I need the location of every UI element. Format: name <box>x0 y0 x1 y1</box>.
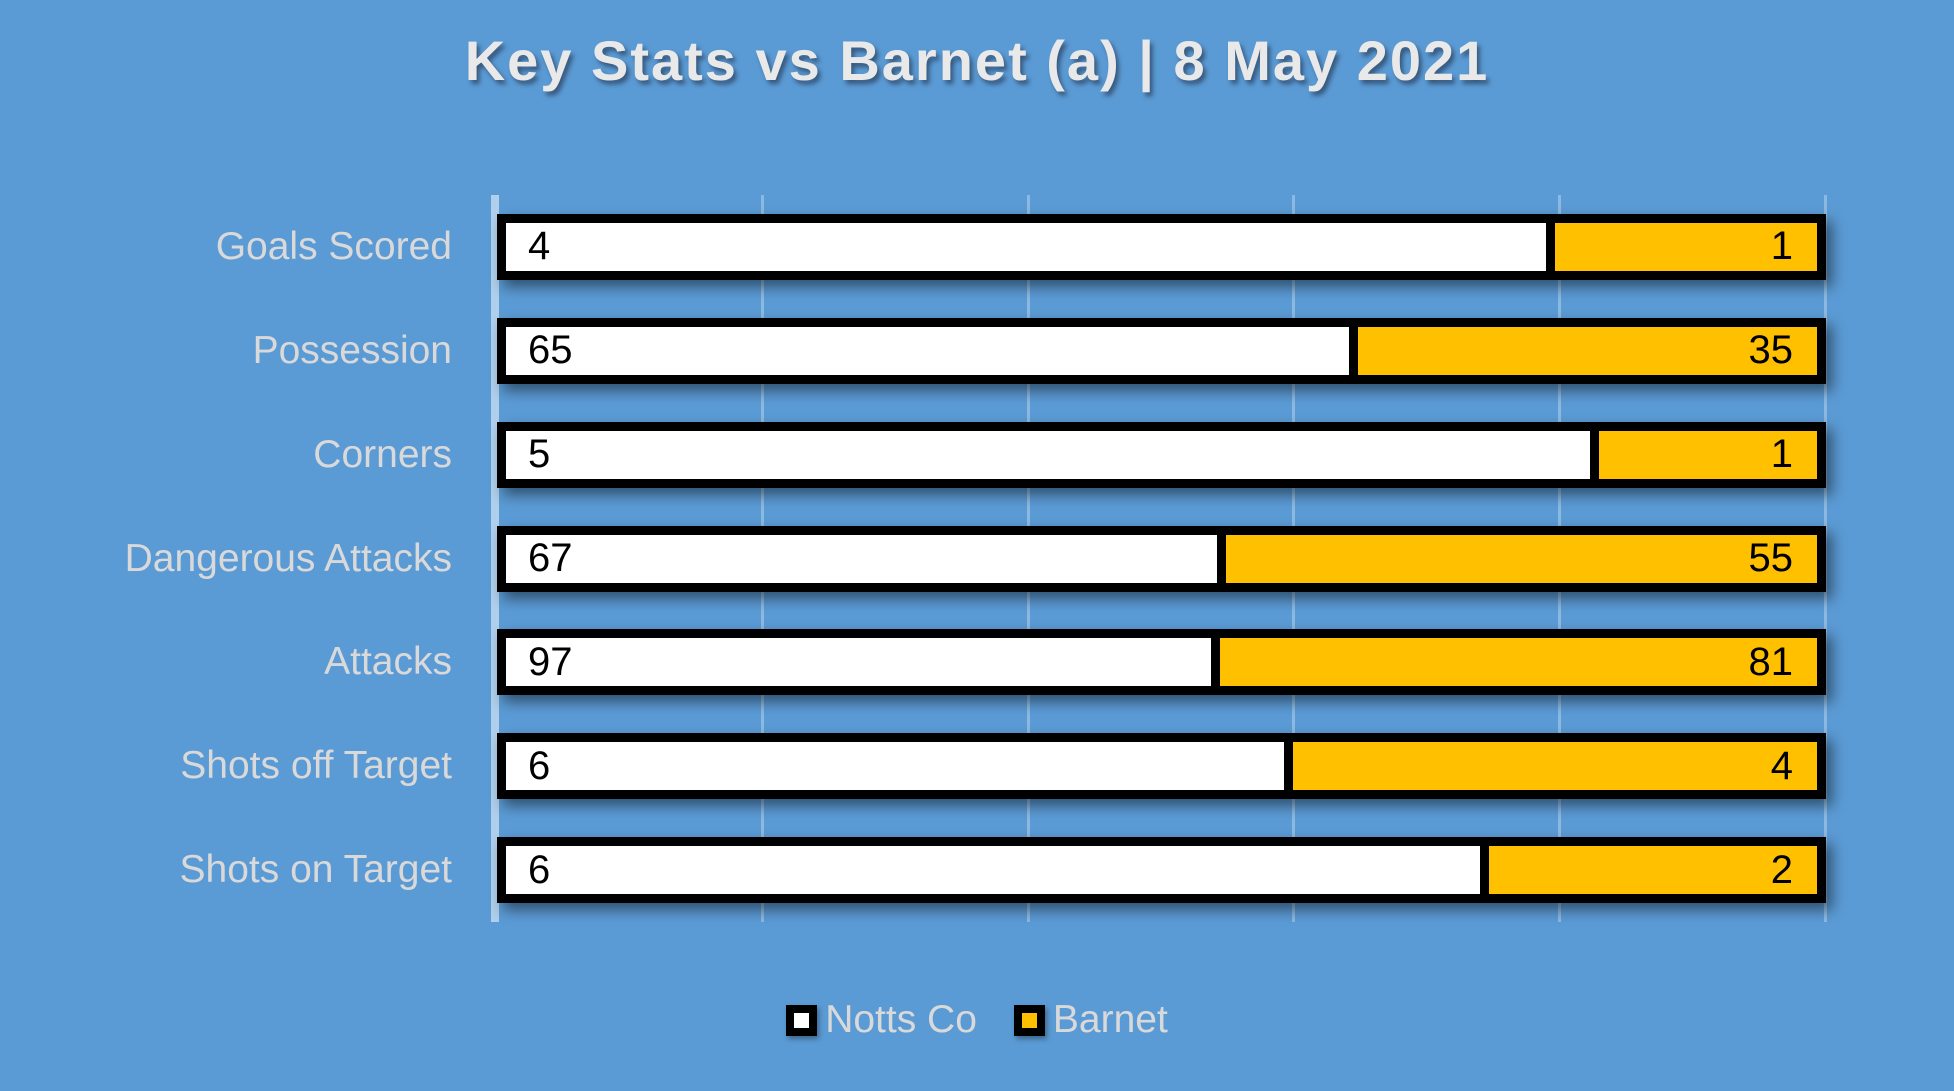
legend-label-barnet: Barnet <box>1052 998 1168 1041</box>
bar-segment-notts: 5 <box>506 430 1599 479</box>
bar-segment-notts: 65 <box>506 326 1359 375</box>
category-label: Possession <box>252 328 452 372</box>
category-axis-labels: Goals Scored Possession Corners Dangerous A… <box>0 195 452 922</box>
bar-segment-barnet: 1 <box>1598 430 1817 479</box>
bar-segment-barnet: 4 <box>1292 742 1817 791</box>
category-label: Attacks <box>324 640 452 684</box>
bar-segment-barnet: 81 <box>1220 638 1817 687</box>
notts-value-label: 97 <box>528 639 573 684</box>
notts-value-label: 6 <box>528 743 551 788</box>
bar-segment-barnet: 35 <box>1358 326 1817 375</box>
value-axis-line <box>491 195 499 922</box>
notts-value-label: 5 <box>528 432 551 477</box>
legend-item-barnet: Barnet <box>1013 998 1168 1042</box>
barnet-value-label: 2 <box>1770 847 1793 892</box>
notts-value-label: 65 <box>528 328 573 373</box>
category-label: Shots off Target <box>180 744 452 788</box>
stacked-bar: 97 81 <box>497 629 1826 696</box>
category-label: Dangerous Attacks <box>124 536 452 580</box>
notts-value-label: 6 <box>528 847 551 892</box>
stacked-bar: 65 35 <box>497 317 1826 384</box>
bar-row: 65 35 <box>497 299 1826 403</box>
legend: Notts Co Barnet <box>0 998 1954 1042</box>
bar-segment-barnet: 1 <box>1554 222 1817 271</box>
barnet-value-label: 4 <box>1770 743 1793 788</box>
bar-segment-notts: 97 <box>506 638 1221 687</box>
legend-item-notts: Notts Co <box>786 998 977 1042</box>
bar-segment-barnet: 2 <box>1489 846 1817 895</box>
legend-swatch-notts-icon <box>786 1004 818 1036</box>
bar-segment-notts: 4 <box>506 222 1555 271</box>
plot-area: 4 1 65 35 5 1 67 55 97 81 6 4 6 2 <box>491 195 1827 922</box>
legend-label-notts: Notts Co <box>825 998 977 1041</box>
barnet-value-label: 1 <box>1770 432 1793 477</box>
notts-value-label: 67 <box>528 536 573 580</box>
bar-segment-notts: 67 <box>506 534 1226 583</box>
stacked-bar: 67 55 <box>497 525 1826 592</box>
bar-row: 67 55 <box>497 507 1826 611</box>
legend-swatch-barnet-icon <box>1013 1004 1045 1036</box>
barnet-value-label: 35 <box>1748 328 1794 373</box>
category-label: Goals Scored <box>215 224 452 268</box>
barnet-value-label: 55 <box>1748 536 1794 580</box>
bar-rows-container: 4 1 65 35 5 1 67 55 97 81 6 4 6 2 <box>497 195 1826 922</box>
bar-row: 97 81 <box>497 610 1826 714</box>
category-label: Shots on Target <box>179 848 452 892</box>
bar-segment-notts: 6 <box>506 846 1490 895</box>
notts-value-label: 4 <box>528 224 551 269</box>
chart-title: Key Stats vs Barnet (a) | 8 May 2021 <box>464 29 1490 92</box>
category-label: Corners <box>313 432 452 476</box>
barnet-value-label: 81 <box>1748 639 1794 684</box>
bar-segment-notts: 6 <box>506 742 1293 791</box>
bar-segment-barnet: 55 <box>1225 534 1817 583</box>
barnet-value-label: 1 <box>1770 224 1793 269</box>
